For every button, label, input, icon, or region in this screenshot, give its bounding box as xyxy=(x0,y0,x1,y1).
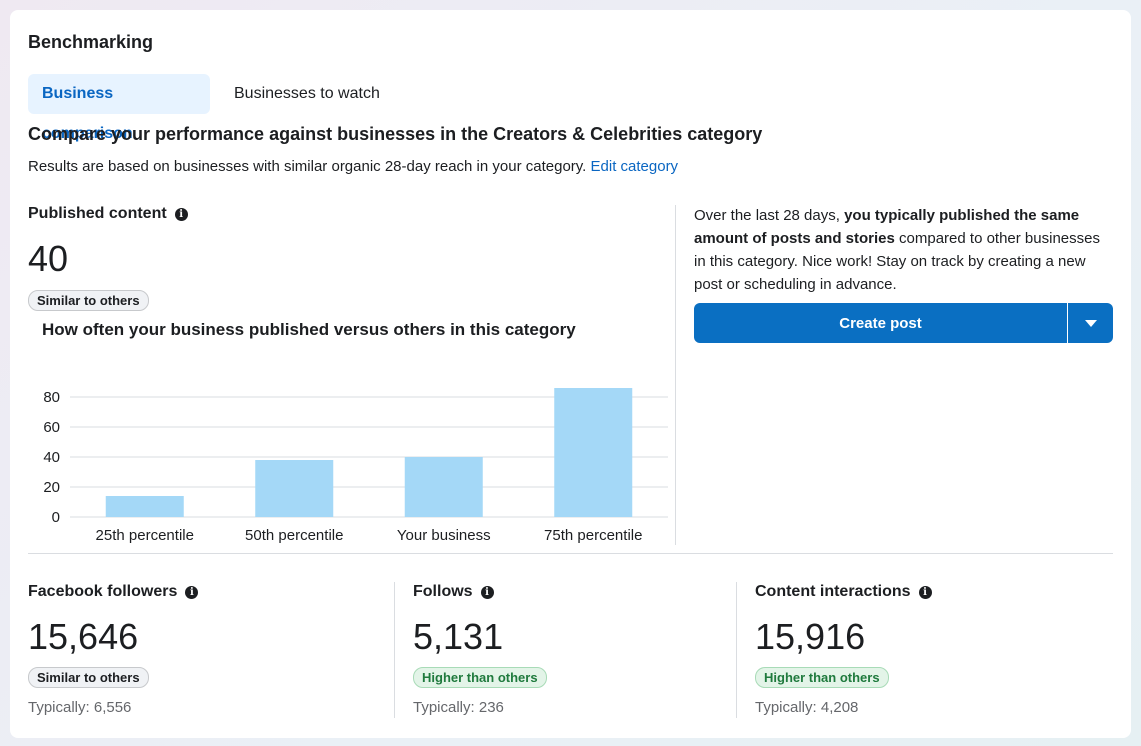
status-badge: Higher than others xyxy=(413,667,547,688)
metric-typical: Typically: 236 xyxy=(413,699,504,716)
tab-business-comparison[interactable]: Business comparison xyxy=(28,74,210,142)
y-tick-label: 40 xyxy=(43,449,60,466)
metric-typical: Typically: 4,208 xyxy=(755,699,859,716)
x-tick-label: 25th percentile xyxy=(96,527,194,544)
published-content-label: Published content i xyxy=(28,205,188,223)
published-content-value: 40 xyxy=(28,238,69,279)
bar xyxy=(404,457,483,517)
info-icon[interactable]: i xyxy=(918,585,932,599)
status-badge: Similar to others xyxy=(28,290,149,311)
insight-prefix: Over the last 28 days, xyxy=(694,207,845,224)
description-text: Results are based on businesses with sim… xyxy=(28,158,587,175)
create-post-button[interactable]: Create post xyxy=(694,303,1067,343)
metric-label-follows: Follows i xyxy=(413,583,494,601)
published-chart: 0 20 40 60 80 25th percentile 50th percentile Y… xyxy=(43,388,668,544)
status-badge: Higher than others xyxy=(755,667,889,688)
status-badge: Similar to others xyxy=(28,667,149,688)
y-tick-label: 0 xyxy=(52,509,60,526)
y-tick-label: 80 xyxy=(43,389,60,406)
metric-label-text: Follows xyxy=(413,583,473,600)
horizontal-divider xyxy=(28,553,1113,554)
info-icon[interactable]: i xyxy=(174,207,188,221)
benchmarking-card: Benchmarking Business comparison Busines… xyxy=(10,10,1131,738)
metric-value: 5,131 xyxy=(413,616,504,657)
metric-value: 15,916 xyxy=(755,616,866,657)
metric-label-facebook-followers: Facebook followers i xyxy=(28,583,199,601)
y-tick-label: 20 xyxy=(43,479,60,496)
chart-title: How often your business published versus… xyxy=(42,320,576,339)
x-tick-label: 50th percentile xyxy=(245,527,343,544)
x-tick-label: 75th percentile xyxy=(544,527,642,544)
page-title: Benchmarking xyxy=(28,32,154,52)
metric-label-text: Content interactions xyxy=(755,583,911,600)
published-content-label-text: Published content xyxy=(28,205,167,222)
insight-bold: you typically published the same amount … xyxy=(694,207,1080,247)
tab-businesses-to-watch[interactable]: Businesses to watch xyxy=(234,85,380,102)
metric-value: 15,646 xyxy=(28,616,139,657)
y-tick-label: 60 xyxy=(43,419,60,436)
bar xyxy=(255,460,334,517)
create-post-dropdown-button[interactable] xyxy=(1068,303,1113,343)
x-tick-label: Your business xyxy=(397,527,491,544)
chevron-down-icon xyxy=(1084,319,1097,327)
metric-label-text: Facebook followers xyxy=(28,583,178,600)
comparison-description: Results are based on businesses with sim… xyxy=(28,158,678,175)
metric-typical: Typically: 6,556 xyxy=(28,699,132,716)
bar xyxy=(554,388,633,517)
insight-suffix: compared to other businesses in this cat… xyxy=(694,230,1100,293)
metric-divider xyxy=(394,582,395,718)
info-icon[interactable]: i xyxy=(185,585,199,599)
metric-divider xyxy=(736,582,737,718)
edit-category-link[interactable]: Edit category xyxy=(590,158,679,175)
vertical-divider xyxy=(675,205,676,545)
info-icon[interactable]: i xyxy=(480,585,494,599)
metric-label-content-interactions: Content interactions i xyxy=(755,583,932,601)
bar xyxy=(105,496,184,517)
comparison-title: Compare your performance against busines… xyxy=(28,124,763,144)
insight-text: Over the last 28 days, you typically pub… xyxy=(694,204,1104,296)
